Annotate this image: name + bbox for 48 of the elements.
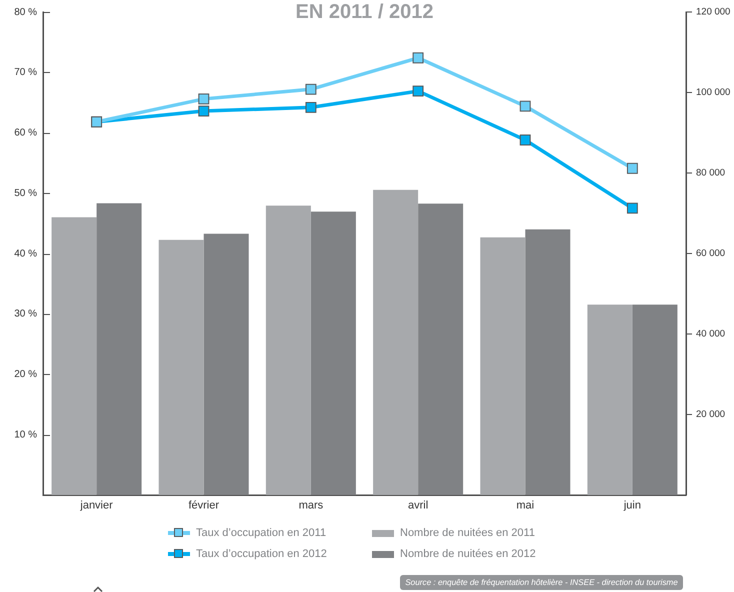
legend-label: Nombre de nuitées en 2011 <box>400 527 535 539</box>
y-tick-label: 80 % <box>14 6 38 18</box>
y2-tick-label: 60 000 <box>696 248 726 260</box>
bar <box>480 237 526 495</box>
bar <box>632 304 678 495</box>
bar <box>525 229 570 495</box>
x-tick-label: avril <box>408 500 428 512</box>
x-tick-label: juin <box>622 500 641 512</box>
point <box>412 86 424 97</box>
bar <box>266 206 311 495</box>
point <box>198 93 210 104</box>
x-tick-label: mars <box>298 500 324 512</box>
point <box>305 84 316 95</box>
bar <box>418 204 464 495</box>
point <box>412 52 424 64</box>
y-tick-label: 20 % <box>14 369 38 380</box>
legend-label: Taux d’occupation en 2012 <box>196 548 327 560</box>
legend-label: Taux d’occupation en 2011 <box>196 527 326 539</box>
source-note: Source : enquête de fréquentation hôtelière - INSEE - direction du tourisme <box>400 575 683 590</box>
legend-label: Nombre de nuitées en 2012 <box>400 548 536 560</box>
bar <box>158 240 204 495</box>
bar <box>587 304 632 495</box>
y2-tick-label: 100 000 <box>696 87 730 98</box>
bar <box>52 217 97 495</box>
x-tick-label: mai <box>516 500 534 512</box>
y-tick-label: 40 % <box>14 248 38 260</box>
x-tick-label: février <box>188 500 220 512</box>
point <box>305 102 316 113</box>
chart-title: EN 2011 / 2012 <box>294 0 434 24</box>
y-tick-label: 50 % <box>14 188 38 199</box>
point <box>520 100 531 112</box>
x-tick-label: janvier <box>79 500 114 512</box>
y-tick-label: 60 % <box>14 128 38 138</box>
y2-tick-label: 120 000 <box>696 6 730 18</box>
y-tick-label: 10 % <box>14 429 38 440</box>
point <box>198 106 210 116</box>
y-tick-label: 70 % <box>14 67 38 78</box>
bar <box>310 212 356 495</box>
bar <box>373 190 418 495</box>
point <box>626 162 638 174</box>
y2-tick-label: 20 000 <box>696 409 726 420</box>
bar <box>96 203 142 495</box>
bar <box>204 234 249 495</box>
point <box>520 134 531 146</box>
y-tick-label: 30 % <box>14 308 38 320</box>
y2-tick-label: 80 000 <box>696 168 726 179</box>
y2-tick-label: 40 000 <box>696 328 726 340</box>
point <box>626 202 638 214</box>
